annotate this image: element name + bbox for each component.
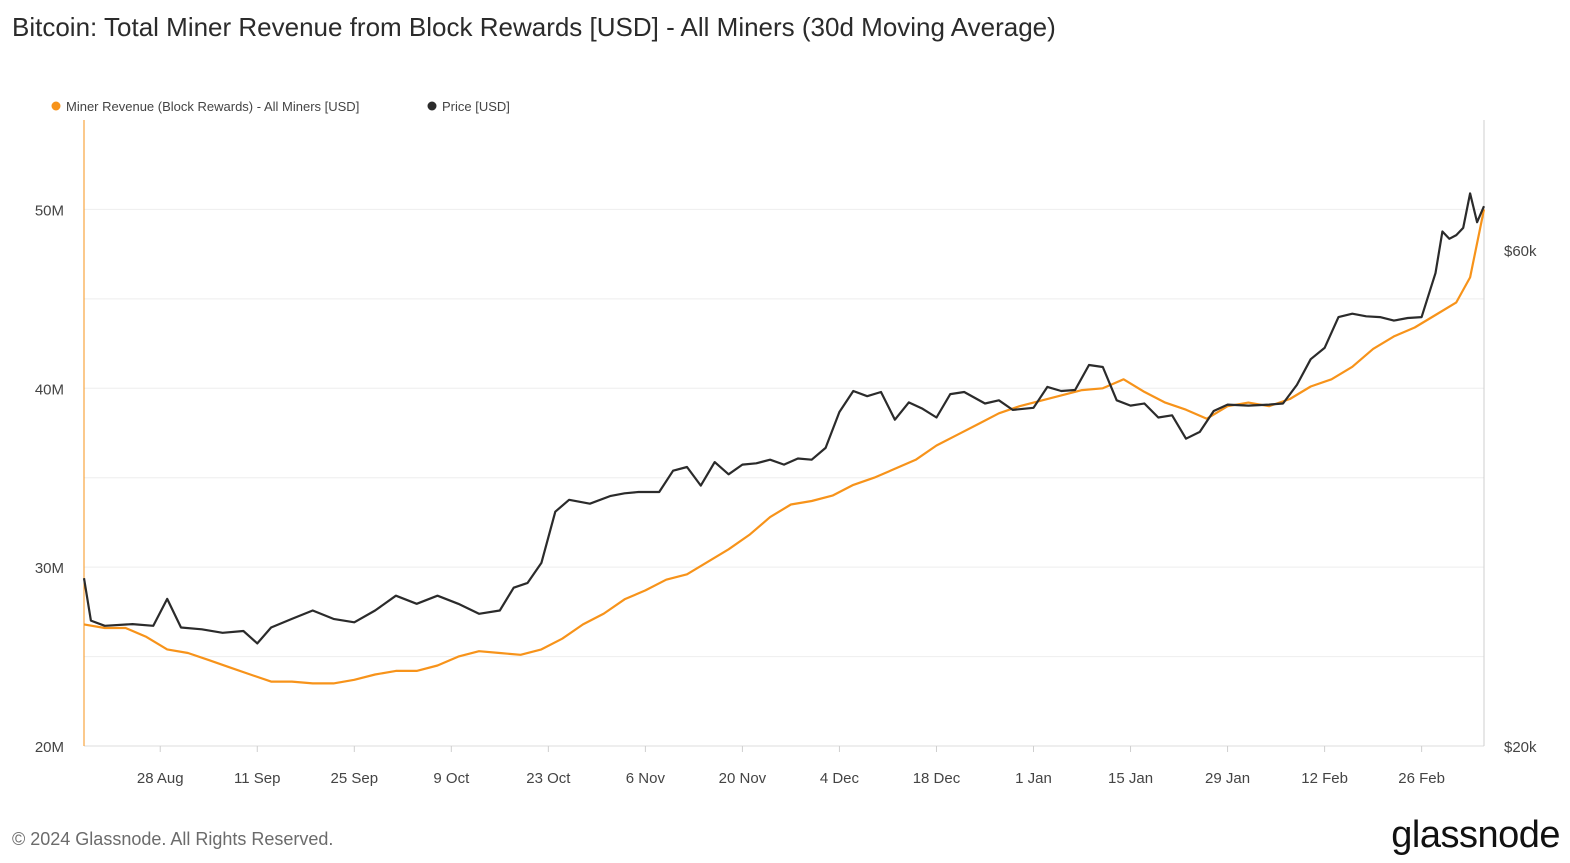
y-left-tick-label: 50M (35, 202, 64, 219)
axes (83, 120, 1485, 747)
x-tick-label: 20 Nov (719, 770, 767, 787)
glassnode-logo: glassnode (1391, 814, 1560, 856)
legend-marker-price (427, 101, 437, 111)
legend-label-revenue: Miner Revenue (Block Rewards) - All Mine… (66, 99, 359, 114)
series-line-price (82, 192, 1486, 645)
y-axis-left-ticks: 20M 30M 40M 50M (35, 202, 64, 756)
x-tick-label: 4 Dec (820, 770, 860, 787)
y-left-tick-label: 20M (35, 739, 64, 756)
x-tick-label: 29 Jan (1205, 770, 1250, 787)
y-right-tick-label: $60k (1504, 243, 1537, 260)
x-tick-label: 18 Dec (913, 770, 961, 787)
y-left-tick-label: 30M (35, 560, 64, 577)
y-right-tick-label: $20k (1504, 739, 1537, 756)
page-title: Bitcoin: Total Miner Revenue from Block … (12, 12, 1056, 42)
gridlines (84, 208, 1484, 658)
legend: Miner Revenue (Block Rewards) - All Mine… (51, 99, 510, 114)
x-tick-label: 1 Jan (1015, 770, 1052, 787)
x-axis-ticks: 28 Aug 11 Sep 25 Sep 9 Oct 23 Oct 6 Nov 20 Nov… (137, 746, 1445, 787)
legend-label-price: Price [USD] (442, 99, 510, 114)
legend-marker-revenue (51, 101, 61, 111)
x-tick-label: 23 Oct (526, 770, 571, 787)
x-tick-label: 11 Sep (234, 770, 280, 787)
x-tick-label: 26 Feb (1398, 770, 1445, 787)
x-tick-label: 28 Aug (137, 770, 184, 787)
x-tick-label: 15 Jan (1108, 770, 1153, 787)
series-lines (82, 192, 1486, 685)
y-left-tick-label: 40M (35, 381, 64, 398)
x-tick-label: 25 Sep (331, 770, 379, 787)
x-tick-label: 6 Nov (626, 770, 666, 787)
x-tick-label: 12 Feb (1301, 770, 1348, 787)
series-line-miner-revenue (83, 209, 1486, 685)
copyright-text: © 2024 Glassnode. All Rights Reserved. (12, 829, 334, 849)
x-tick-label: 9 Oct (433, 770, 470, 787)
y-axis-right-ticks: $20k $60k (1504, 243, 1537, 756)
